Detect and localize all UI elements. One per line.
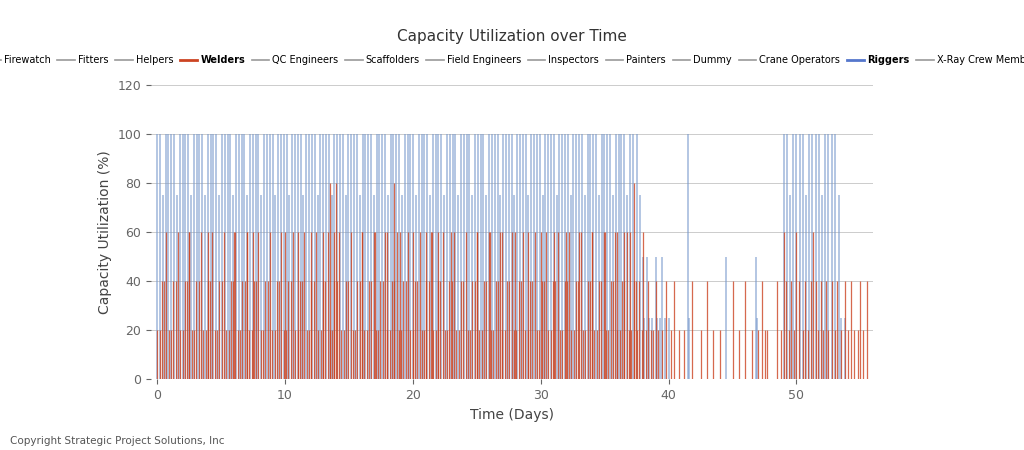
- X-axis label: Time (Days): Time (Days): [470, 408, 554, 422]
- Title: Capacity Utilization over Time: Capacity Utilization over Time: [397, 28, 627, 44]
- Text: Copyright Strategic Project Solutions, Inc: Copyright Strategic Project Solutions, I…: [10, 436, 224, 446]
- Legend: Firewatch, Fitters, Helpers, Welders, QC Engineers, Scaffolders, Field Engineers: Firewatch, Fitters, Helpers, Welders, QC…: [0, 52, 1024, 69]
- Y-axis label: Capacity Utilization (%): Capacity Utilization (%): [97, 150, 112, 314]
